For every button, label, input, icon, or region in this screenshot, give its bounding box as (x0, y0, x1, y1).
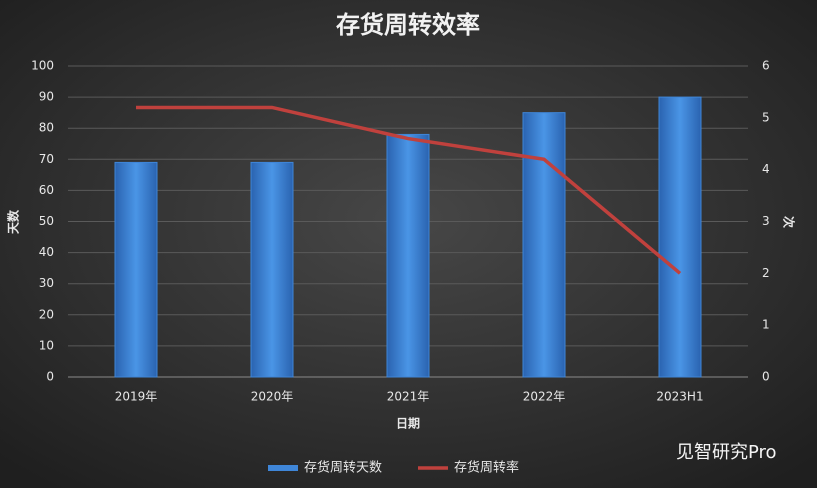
y-tick-label: 20 (39, 307, 54, 321)
bar (386, 133, 430, 378)
x-tick-label: 2021年 (387, 390, 430, 404)
bar (658, 96, 702, 378)
y-tick-label: 40 (39, 245, 54, 259)
y-axis-label: 天数 (6, 209, 21, 234)
bar (522, 112, 566, 378)
bar (250, 161, 294, 378)
y-tick-label: 0 (46, 370, 54, 384)
legend-swatch (268, 465, 298, 471)
x-axis-label: 日期 (396, 416, 420, 431)
line-series (136, 105, 682, 275)
y2-tick-label: 6 (762, 59, 770, 73)
y-tick-label: 50 (39, 214, 54, 228)
x-tick-label: 2020年 (251, 390, 294, 404)
legend-label: 存货周转率 (454, 460, 519, 476)
bar (114, 161, 158, 378)
y-tick-label: 10 (39, 338, 54, 352)
legend-label: 存货周转天数 (304, 460, 382, 476)
y2-tick-label: 1 (762, 318, 770, 332)
y2-tick-label: 5 (762, 110, 770, 124)
x-tick-label: 2019年 (115, 390, 158, 404)
y2-axis-label: 次 (782, 216, 797, 228)
y-tick-label: 100 (31, 59, 54, 73)
chart-title: 存货周转效率 (336, 11, 480, 39)
y-tick-label: 60 (39, 183, 54, 197)
x-tick-label: 2022年 (523, 390, 566, 404)
y-tick-label: 80 (39, 121, 54, 135)
y-tick-label: 30 (39, 276, 54, 290)
y2-tick-label: 2 (762, 266, 770, 280)
y-tick-label: 90 (39, 90, 54, 104)
y2-tick-label: 3 (762, 214, 770, 228)
watermark: 见智研究Pro (676, 442, 777, 463)
x-tick-label: 2023H1 (656, 390, 703, 404)
y2-tick-label: 0 (762, 370, 770, 384)
y-tick-label: 70 (39, 152, 54, 166)
y2-tick-label: 4 (762, 162, 770, 176)
